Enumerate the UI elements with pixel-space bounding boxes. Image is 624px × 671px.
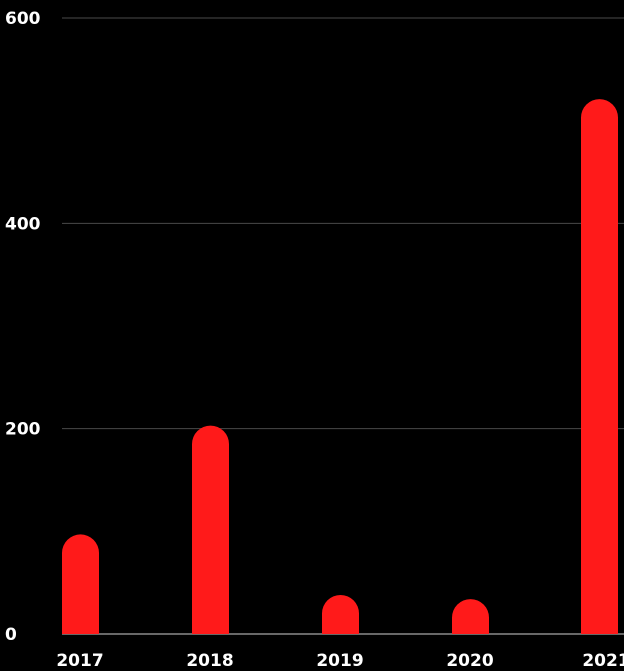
x-tick-label-2019: 2019 <box>316 651 363 671</box>
y-tick-label-400: 400 <box>5 214 41 234</box>
y-tick-label-0: 0 <box>5 625 17 645</box>
bar-2021 <box>581 99 618 634</box>
bars <box>62 99 618 634</box>
x-axis-tick-labels: 2017 2018 2019 2020 2021 <box>56 651 624 671</box>
bar-2019 <box>322 594 359 634</box>
y-tick-label-600: 600 <box>5 9 41 29</box>
x-tick-label-2017: 2017 <box>56 651 103 671</box>
x-tick-label-2021: 2021 <box>582 651 624 671</box>
x-tick-label-2018: 2018 <box>186 651 233 671</box>
bar-2017 <box>62 534 99 634</box>
bar-2020 <box>452 599 489 634</box>
y-axis-tick-labels: 0 200 400 600 <box>5 9 41 645</box>
bar-2018 <box>192 425 229 634</box>
x-tick-label-2020: 2020 <box>446 651 493 671</box>
grid-lines <box>62 17 624 635</box>
y-tick-label-200: 200 <box>5 420 41 440</box>
